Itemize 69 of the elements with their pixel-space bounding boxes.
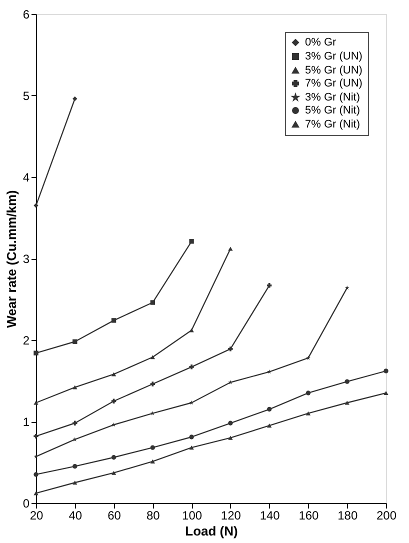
point [111,372,116,376]
point [344,379,350,384]
x-tick-label: 200 [376,508,397,522]
point [72,339,78,344]
point [150,445,156,450]
point [189,364,194,370]
point [111,318,116,323]
point [34,400,38,405]
point [111,455,116,460]
x-tick-label: 20 [30,508,44,522]
point [384,390,388,396]
point [34,203,38,208]
legend-label: 5% Gr (UN) [305,64,362,76]
point [228,346,233,352]
point [266,283,272,288]
legend-label: 3% Gr (Nit) [305,92,360,104]
y-tick-label: 5 [22,89,30,103]
x-tick-label: 180 [338,508,358,522]
point [72,385,78,390]
x-tick-label: 160 [298,508,320,522]
point [344,400,350,405]
x-tick-label: 100 [182,508,202,522]
y-tick-label: 2 [22,334,30,348]
point [189,239,194,244]
point [384,368,388,374]
legend-label: 3% Gr (UN) [305,50,362,62]
point [266,406,272,412]
point [150,382,156,386]
point [72,420,78,426]
point [150,459,156,464]
x-tick-label: 80 [146,508,160,522]
point [111,470,116,475]
y-tick-label: 4 [22,170,30,184]
point [72,480,78,485]
point [34,350,38,356]
y-axis-title: Wear rate (Cu.mm/km) [4,190,19,328]
point [189,446,194,450]
point [228,246,233,251]
legend-label: 7% Gr (UN) [305,78,362,90]
point [189,328,194,332]
point [306,390,311,396]
point [111,398,116,404]
point [150,355,156,360]
x-tick-label: 60 [108,508,122,522]
point [228,436,233,440]
point [150,300,156,305]
point [344,285,350,290]
y-tick-label: 6 [22,8,30,22]
legend-label: 7% Gr (Nit) [305,118,360,130]
x-tick-label: 120 [220,508,242,522]
point [34,434,38,439]
x-tick-label: 140 [260,508,280,522]
point [72,464,78,469]
y-tick-label: 0 [22,496,30,510]
point [72,96,78,102]
point [189,400,194,405]
point [228,420,233,426]
point [189,434,194,440]
point [34,491,38,496]
point [34,472,38,477]
legend-label: 0% Gr [305,36,337,48]
x-axis-title: Load (N) [185,524,238,538]
legend-label: 5% Gr (Nit) [305,104,360,116]
y-tick-label: 3 [22,252,30,266]
x-tick-label: 40 [68,508,82,522]
point [306,411,311,416]
y-tick-label: 1 [22,415,30,429]
point [266,424,272,428]
point [306,356,310,360]
